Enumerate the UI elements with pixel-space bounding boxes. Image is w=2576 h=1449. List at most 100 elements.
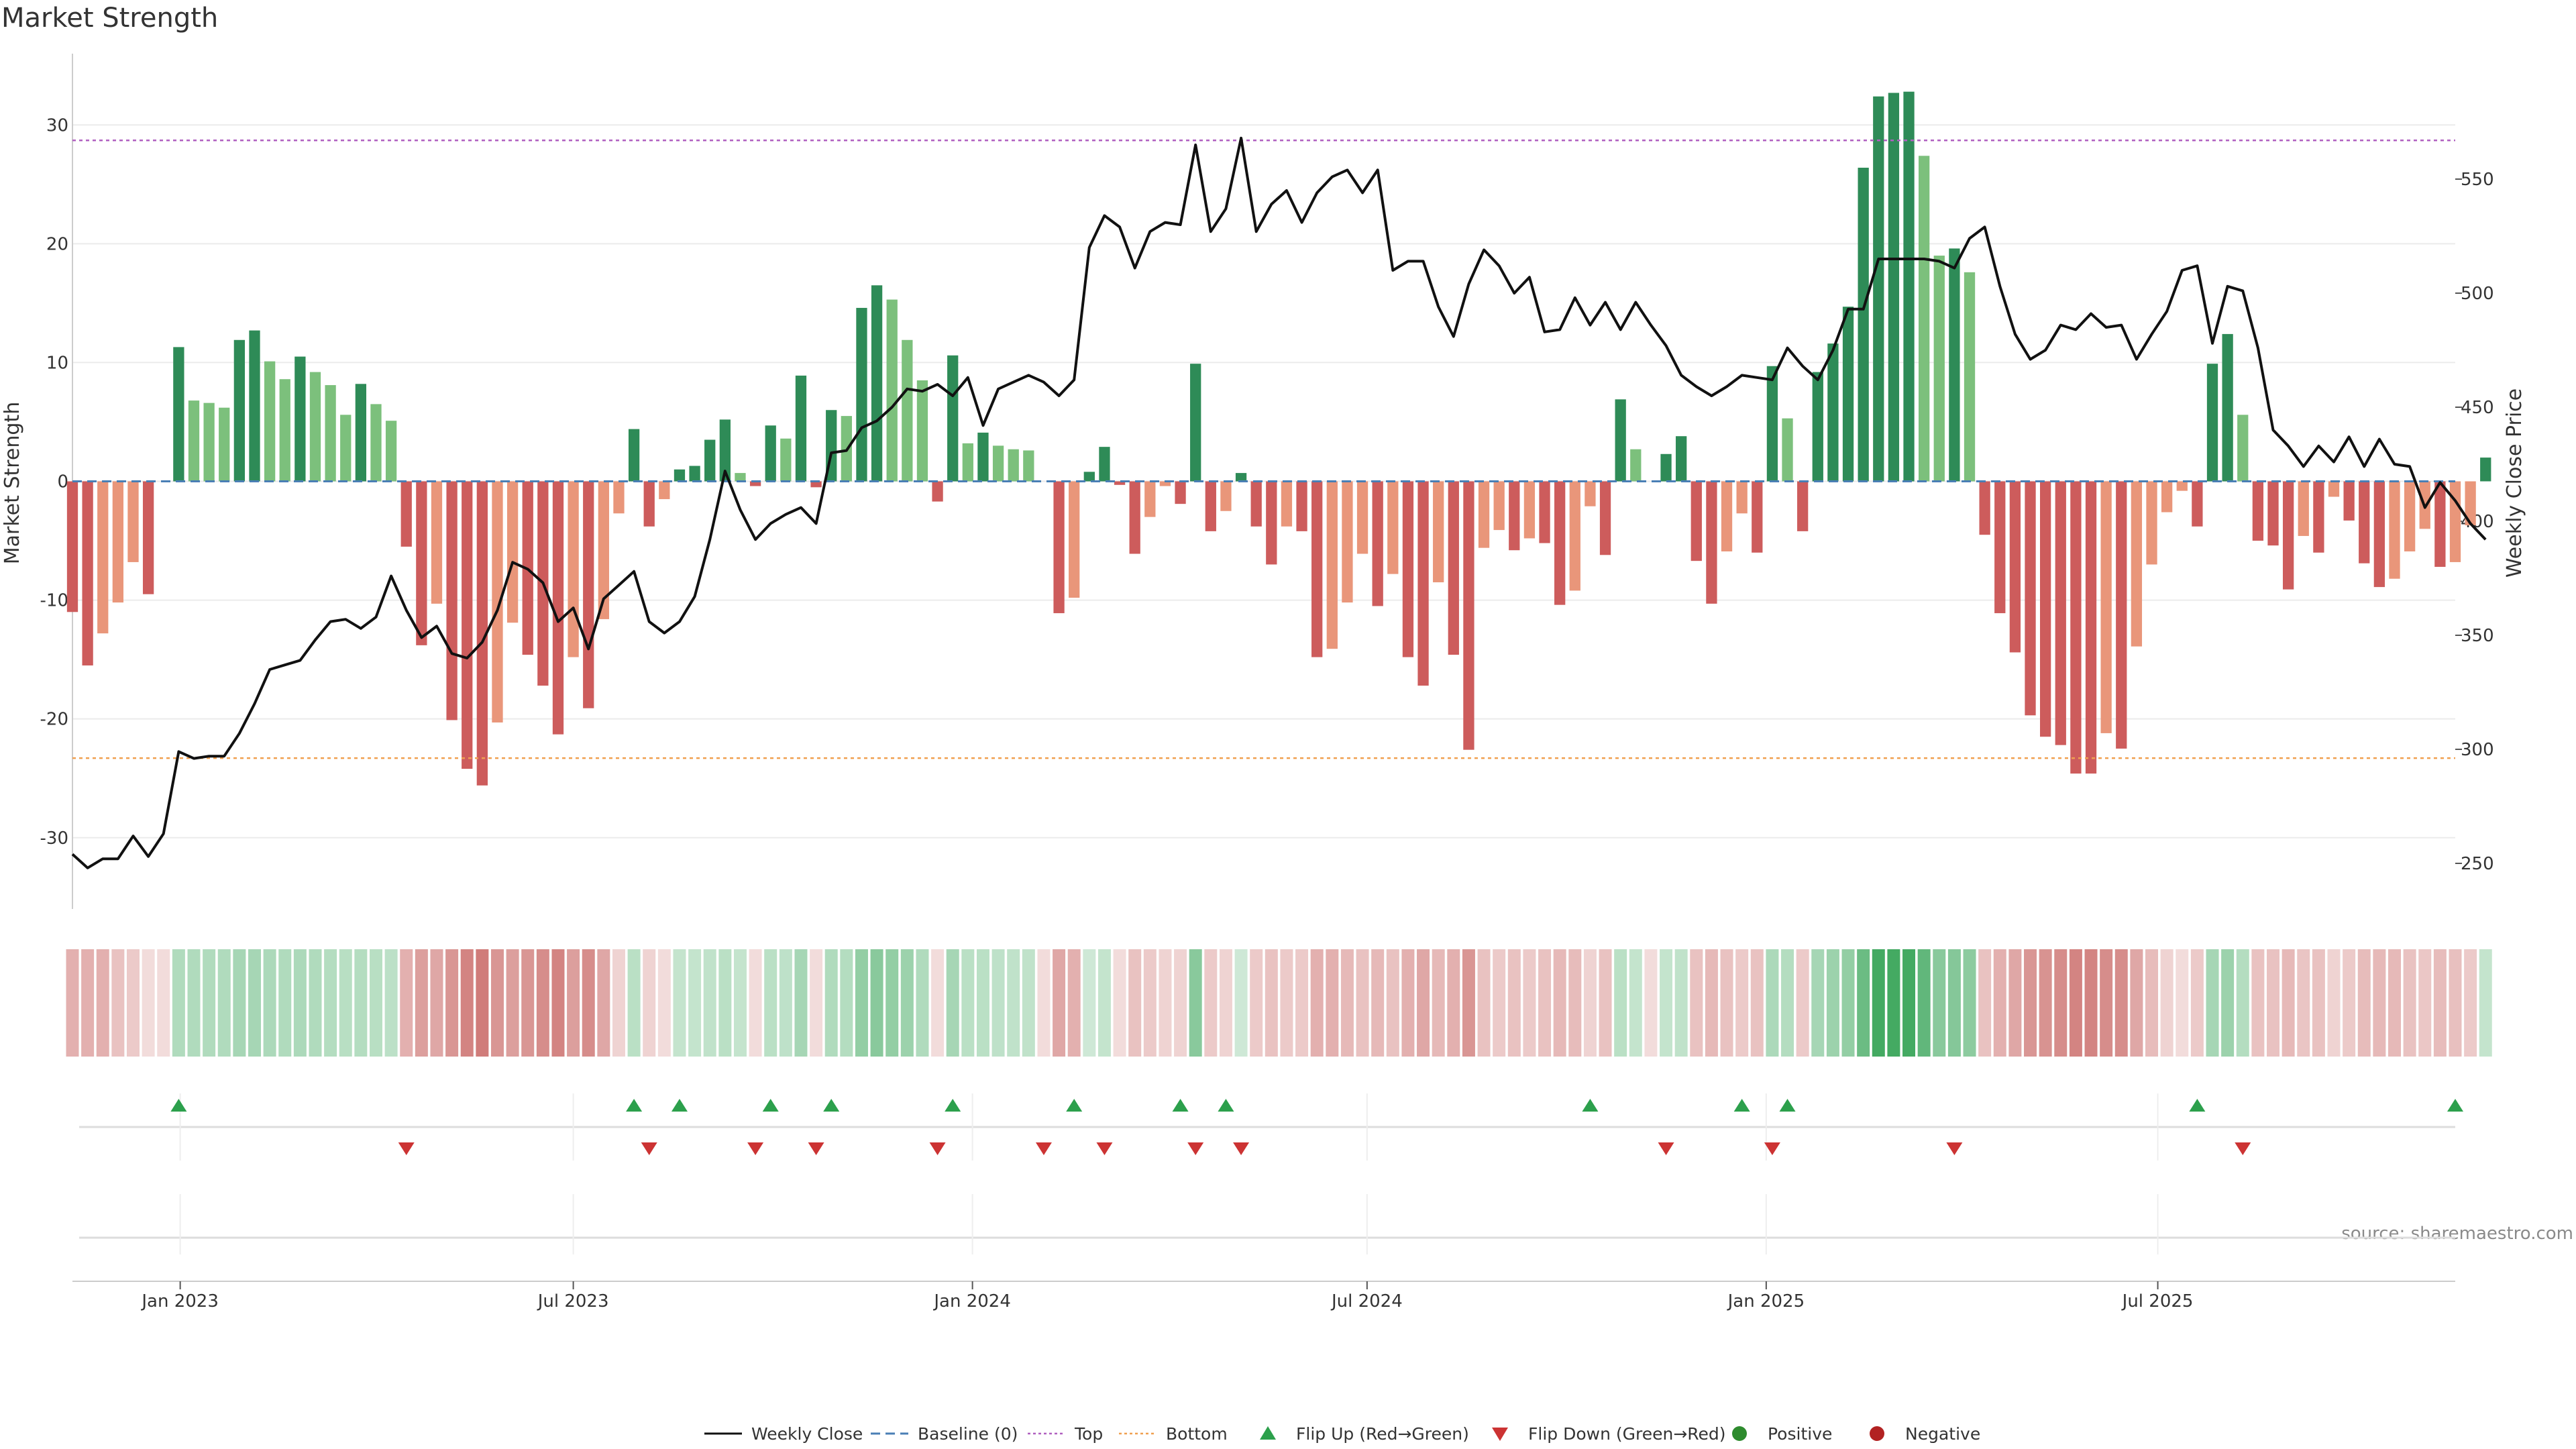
strength-bar [1994,481,2006,614]
heat-cell [293,949,307,1057]
heat-cell [1978,949,1992,1057]
heat-cell [551,949,565,1057]
legend-label: Positive [1768,1424,1832,1444]
heat-cell [2251,949,2265,1057]
heat-cell [2403,949,2416,1057]
heat-cell [1295,949,1309,1057]
heat-cell [1796,949,1809,1057]
strength-bar [2359,481,2370,564]
y-tick-label: 30 [46,115,68,136]
heat-cell [1493,949,1506,1057]
x-tick-label: Jul 2024 [1330,1291,1403,1311]
flip-down-marker [641,1142,657,1155]
flip-up-marker [170,1099,187,1112]
heat-cell [2418,949,2432,1057]
strength-bar [1888,93,1900,482]
strength-bar [932,481,943,502]
y-axis-label: Market Strength [1,402,24,564]
strength-bar [552,481,564,735]
heat-cell [1644,949,1658,1057]
date-axis: Jan 2023 Jul 2023 Jan 2024 Jul 2024 Jan 2025… [72,1281,2455,1311]
strength-bar [1129,481,1140,554]
strength-bar [2465,481,2476,526]
strength-bar [1326,481,1338,649]
strength-bar [1023,450,1034,482]
strength-bar [400,481,412,547]
strength-bar [1676,436,1687,482]
strength-bar [977,432,989,482]
strength-bar [1372,481,1383,606]
strength-bar [1296,481,1307,531]
strength-bar [2434,481,2446,567]
flip-down-marker [2235,1142,2251,1155]
strength-bar [1858,168,1869,482]
flip-up-marker [2447,1099,2463,1112]
strength-bar [1053,481,1065,614]
heat-cell [157,949,170,1057]
flip-up-marker [2189,1099,2206,1112]
heat-cell [703,949,716,1057]
chart-title: Market Strength [1,3,218,34]
strength-bar [1008,449,1019,482]
strength-bar [370,404,382,482]
strength-bar [188,400,200,482]
strength-bar [2389,481,2400,579]
heat-cell [2160,949,2174,1057]
heat-cell [1280,949,1293,1057]
strength-bar [462,481,473,769]
strength-bar [1448,481,1459,655]
strength-bar [674,469,686,482]
heat-cell [1007,949,1020,1057]
strength-bar [1721,481,1733,551]
heat-cell [1629,949,1642,1057]
heat-cell [476,949,489,1057]
strength-bar [1099,447,1110,482]
flip-down-marker [1233,1142,1250,1155]
heat-cell [126,949,140,1057]
y-tick-label: -20 [40,710,68,730]
flip-up-marker [671,1099,688,1112]
strength-bar [1827,343,1839,482]
y2-axis-label: Weekly Close Price [2503,388,2526,578]
heat-cell [460,949,474,1057]
strength-bar [1660,453,1672,482]
heat-cell [1447,949,1460,1057]
heat-cell [2343,949,2356,1057]
strength-bar [1797,481,1809,531]
strength-bar [1873,96,1884,482]
heat-cell [2084,949,2098,1057]
heat-cell [1386,949,1399,1057]
strength-bar [2480,458,2491,482]
strength-bar [1630,449,1642,482]
flip-up-marker [1066,1099,1083,1112]
strength-bar [1569,481,1580,591]
heat-cell [142,949,155,1057]
strength-bar [2100,481,2112,733]
heat-cell [916,949,929,1057]
heat-cell [187,949,201,1057]
legend-item: Top [1028,1424,1103,1444]
legend-item: Flip Up (Red→Green) [1260,1424,1469,1444]
strength-bar [1311,481,1323,657]
strength-bar [1235,473,1247,482]
heat-cell [1963,949,1976,1057]
heat-cell [582,949,595,1057]
heat-cell [203,949,216,1057]
strength-bar [127,481,139,562]
x-tick-label: Jul 2023 [537,1291,609,1311]
legend-item: Flip Down (Green→Red) [1492,1424,1726,1444]
legend-item: Baseline (0) [871,1424,1018,1444]
heat-cell [1705,949,1718,1057]
legend-label: Weekly Close [751,1424,863,1444]
heat-cell [885,949,899,1057]
heat-cell [1583,949,1597,1057]
heat-cell [764,949,777,1057]
strength-bar [1356,481,1368,554]
heat-cell [1857,949,1870,1057]
heat-cell [1053,949,1066,1057]
flip-up-marker [1172,1099,1189,1112]
strength-bar [1493,481,1505,531]
heat-cell [536,949,549,1057]
legend-item: Bottom [1119,1424,1228,1444]
